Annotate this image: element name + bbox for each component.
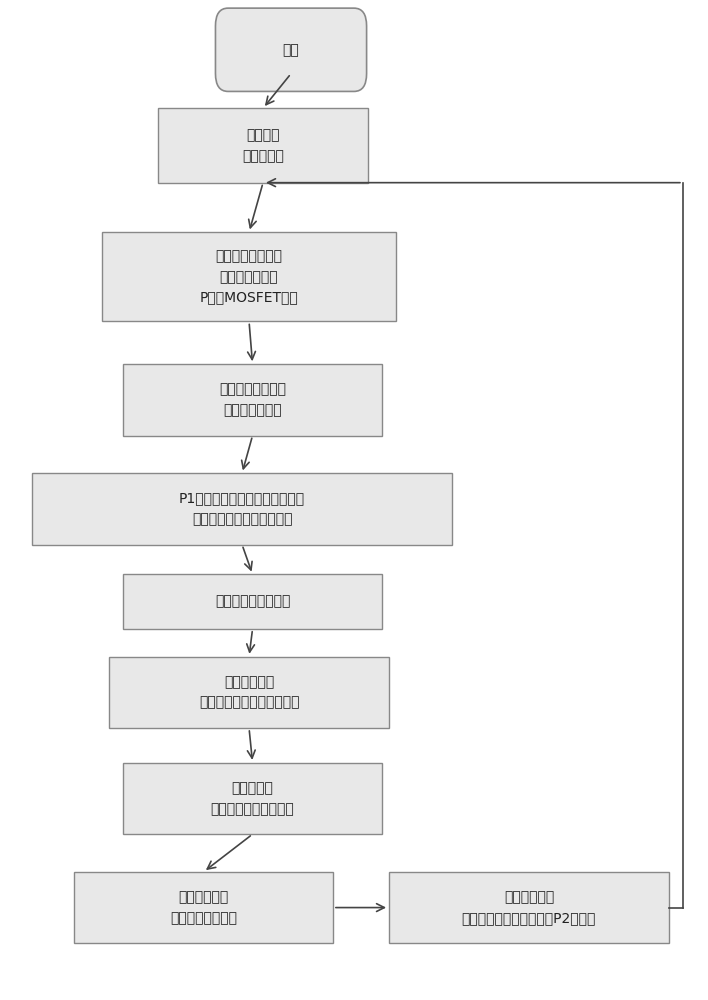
Text: 上电开关
第一次上电: 上电开关 第一次上电 <box>242 128 284 163</box>
Text: 唤醒时间到达
时钟芯片报警中断输出（P2置位）: 唤醒时间到达 时钟芯片报警中断输出（P2置位） <box>462 890 596 925</box>
FancyBboxPatch shape <box>102 232 396 321</box>
Text: 反相器输出高电平
驱动三极管导通
P沟道MOSFET导通: 反相器输出高电平 驱动三极管导通 P沟道MOSFET导通 <box>200 249 299 304</box>
FancyBboxPatch shape <box>123 364 382 436</box>
Text: 休眠时间到达
重新设定时钟芯片唤醒时间: 休眠时间到达 重新设定时钟芯片唤醒时间 <box>199 675 299 710</box>
Text: 工作部分断电
系统进入待机模式: 工作部分断电 系统进入待机模式 <box>170 890 237 925</box>
Text: 开始: 开始 <box>282 43 299 57</box>
FancyBboxPatch shape <box>109 657 389 728</box>
Text: 单片机关断
自锁电路电源输入锁定: 单片机关断 自锁电路电源输入锁定 <box>211 781 295 816</box>
FancyBboxPatch shape <box>32 473 452 545</box>
FancyBboxPatch shape <box>123 763 382 834</box>
FancyBboxPatch shape <box>389 872 669 943</box>
Text: 单片机执行系统任务: 单片机执行系统任务 <box>215 595 290 609</box>
Text: 工作部分电源输入
单片机核心工作: 工作部分电源输入 单片机核心工作 <box>219 383 286 417</box>
FancyBboxPatch shape <box>74 872 333 943</box>
FancyBboxPatch shape <box>215 8 367 91</box>
FancyBboxPatch shape <box>158 108 368 183</box>
FancyBboxPatch shape <box>123 574 382 629</box>
Text: P1信号到自锁电路锁定电源输入
清除时钟芯片时钟唤醒信号: P1信号到自锁电路锁定电源输入 清除时钟芯片时钟唤醒信号 <box>179 492 305 526</box>
